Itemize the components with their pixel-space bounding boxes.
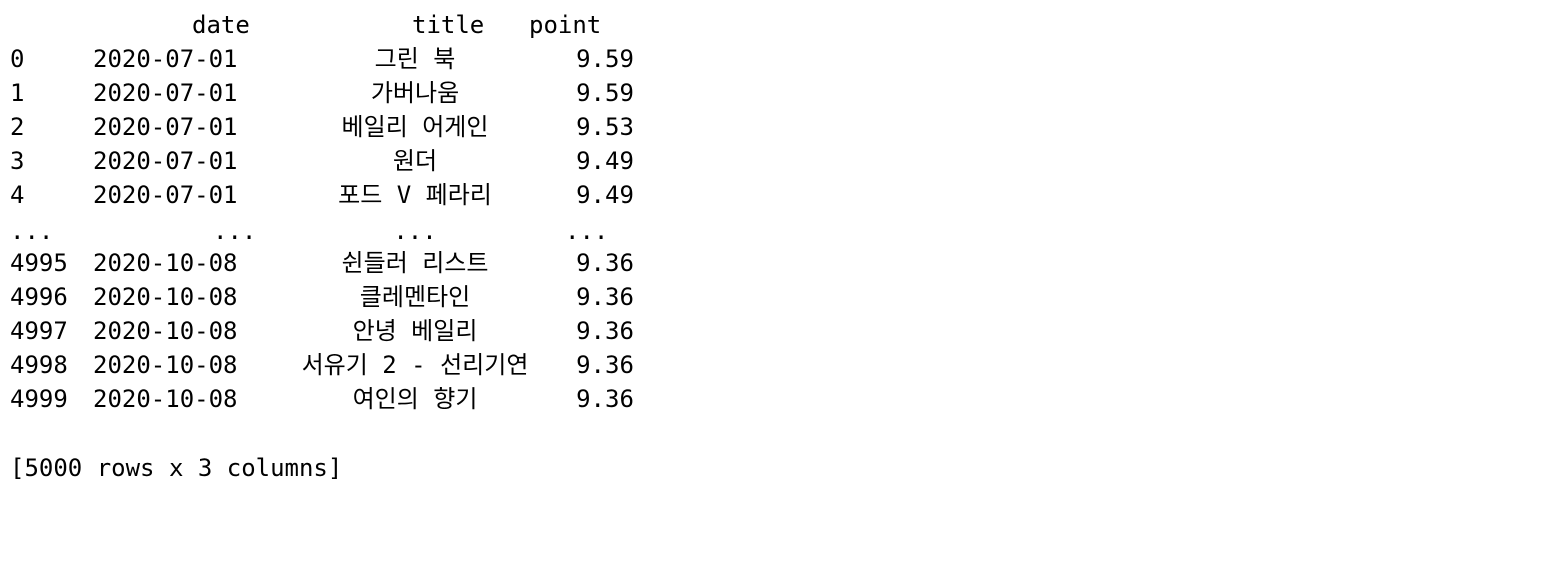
row-title: 가버나움 (370, 79, 460, 107)
column-header-title: title (412, 11, 485, 39)
row-date: 2020-07-01 (93, 79, 238, 107)
row-title: 베일리 어게인 (341, 113, 489, 141)
row-index: 1 (10, 79, 25, 107)
row-point: 9.36 (576, 385, 634, 413)
row-date: 2020-07-01 (93, 181, 238, 209)
row-title: 포드 V 페라리 (338, 181, 492, 209)
row-title: 원더 (392, 147, 438, 175)
row-index: 3 (10, 147, 25, 175)
row-title: 안녕 베일리 (352, 317, 478, 345)
table-row: 4995 2020-10-08 쉰들러 리스트 9.36 (0, 246, 634, 280)
row-index: 4 (10, 181, 25, 209)
row-index: ... (10, 217, 54, 245)
ellipsis-row: ... ... ... ... (0, 214, 608, 248)
row-point: 9.53 (576, 113, 634, 141)
row-date: 2020-10-08 (93, 351, 238, 379)
row-date: 2020-10-08 (93, 385, 238, 413)
row-point: 9.49 (576, 181, 634, 209)
row-date: 2020-10-08 (93, 283, 238, 311)
row-point: 9.59 (576, 79, 634, 107)
row-index: 4999 (10, 385, 68, 413)
row-point: 9.59 (576, 45, 634, 73)
table-row: 0 2020-07-01 그린 북 9.59 (0, 42, 634, 76)
row-point: 9.36 (576, 351, 634, 379)
column-header-point: point (529, 11, 602, 39)
row-index: 0 (10, 45, 25, 73)
row-title: 서유기 2 - 선리기연 (301, 351, 529, 379)
row-date: 2020-07-01 (93, 147, 238, 175)
row-date: 2020-07-01 (93, 45, 238, 73)
table-row: 4997 2020-10-08 안녕 베일리 9.36 (0, 314, 634, 348)
row-point: 9.36 (576, 317, 634, 345)
row-date: 2020-10-08 (93, 317, 238, 345)
row-point: 9.36 (576, 249, 634, 277)
row-date: 2020-10-08 (93, 249, 238, 277)
row-point: ... (565, 217, 609, 245)
table-row: 1 2020-07-01 가버나움 9.59 (0, 76, 634, 110)
table-row: 4998 2020-10-08 서유기 2 - 선리기연 9.36 (0, 348, 634, 382)
table-row: 2 2020-07-01 베일리 어게인 9.53 (0, 110, 634, 144)
column-header-date: date (192, 11, 250, 39)
row-title: 그린 북 (374, 45, 456, 73)
row-index: 4995 (10, 249, 68, 277)
row-date: 2020-07-01 (93, 113, 238, 141)
row-index: 4997 (10, 317, 68, 345)
table-row: 4999 2020-10-08 여인의 향기 9.36 (0, 382, 634, 416)
header-row: date title point (0, 8, 601, 42)
row-title: 쉰들러 리스트 (341, 249, 489, 277)
row-title: ... (393, 217, 437, 245)
row-index: 4998 (10, 351, 68, 379)
table-row: 4996 2020-10-08 클레멘타인 9.36 (0, 280, 634, 314)
row-point: 9.49 (576, 147, 634, 175)
shape-summary: [5000 rows x 3 columns] (10, 454, 343, 482)
table-row: 4 2020-07-01 포드 V 페라리 9.49 (0, 178, 634, 212)
row-index: 4996 (10, 283, 68, 311)
dataframe-output: date title point 0 2020-07-01 그린 북 9.59 … (0, 8, 634, 482)
table-row: 3 2020-07-01 원더 9.49 (0, 144, 634, 178)
row-title: 클레멘타인 (359, 283, 471, 311)
row-title: 여인의 향기 (352, 385, 478, 413)
row-index: 2 (10, 113, 25, 141)
row-point: 9.36 (576, 283, 634, 311)
row-date: ... (213, 217, 257, 245)
